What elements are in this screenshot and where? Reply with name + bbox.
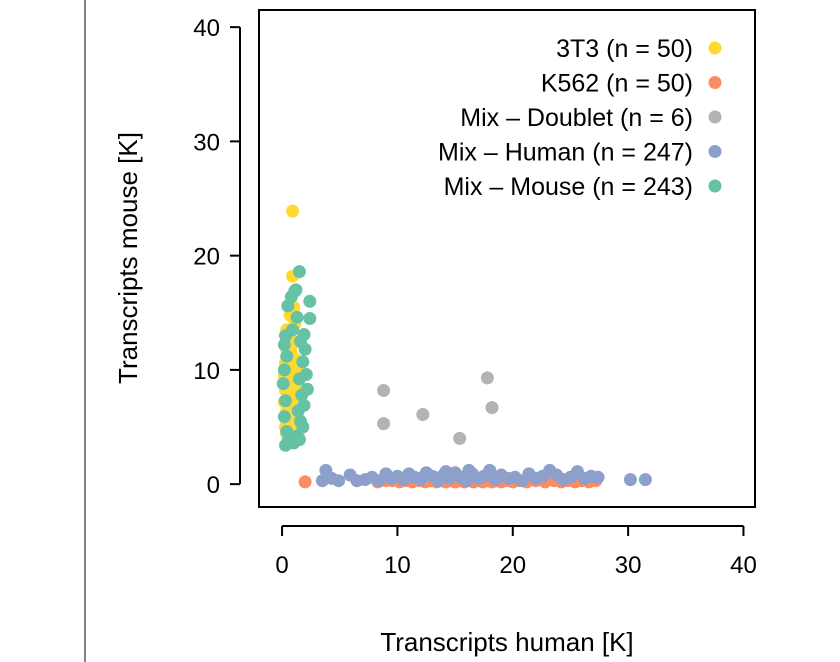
- data-point-s4: [290, 310, 304, 324]
- data-point-s4: [277, 338, 291, 352]
- legend-label: 3T3 (n = 50): [556, 35, 693, 63]
- x-tick-label: 30: [615, 552, 642, 579]
- x-tick-label: 0: [275, 552, 288, 579]
- legend-label: Mix – Doublet (n = 6): [460, 104, 693, 132]
- data-point-s4: [295, 388, 309, 402]
- data-point-s2: [416, 408, 430, 421]
- data-point-s4: [279, 394, 292, 408]
- data-point-s4: [281, 299, 295, 313]
- data-point-s4: [277, 363, 291, 377]
- data-point-s3: [332, 474, 346, 488]
- legend-label: K562 (n = 50): [541, 70, 693, 98]
- legend: 3T3 (n = 50) K562 (n = 50) Mix – Doublet (…: [438, 35, 722, 201]
- y-tick-label: 10: [193, 358, 220, 385]
- y-tick-label: 30: [193, 129, 220, 156]
- plot-frame: [258, 9, 756, 508]
- data-point-s4: [303, 294, 317, 308]
- data-point-s4: [292, 433, 306, 447]
- data-point-s2: [480, 371, 494, 385]
- data-point-s4: [276, 377, 290, 391]
- data-point-s4: [296, 355, 310, 369]
- data-point-s3: [591, 470, 605, 484]
- y-tick-label: 20: [193, 244, 220, 271]
- data-point-s4: [292, 372, 306, 386]
- data-point-s4: [303, 312, 317, 325]
- data-point-s3: [315, 474, 329, 488]
- x-axis: 0 10 20 30 40: [275, 525, 757, 579]
- x-tick-label: 20: [499, 552, 526, 579]
- data-point-s4: [292, 265, 306, 279]
- data-point-s0: [286, 204, 299, 218]
- legend-marker: [708, 76, 722, 89]
- y-axis: 0 10 20 30 40: [193, 15, 241, 499]
- legend-marker: [708, 179, 722, 193]
- data-point-s2: [377, 384, 391, 397]
- data-point-s4: [291, 404, 305, 418]
- data-point-s4: [280, 425, 294, 439]
- y-tick-label: 0: [207, 472, 220, 499]
- y-axis-title: Transcripts mouse [K]: [113, 132, 143, 384]
- points-layer: [276, 204, 652, 489]
- data-point-s4: [288, 284, 302, 298]
- data-point-s4: [277, 410, 291, 424]
- legend-marker: [708, 145, 722, 158]
- data-point-s3: [462, 463, 476, 477]
- legend-label: Mix – Mouse (n = 243): [444, 173, 693, 201]
- legend-label: Mix – Human (n = 247): [438, 139, 693, 167]
- data-point-s4: [297, 328, 311, 341]
- data-point-s4: [280, 349, 294, 363]
- data-point-s2: [485, 401, 499, 415]
- x-axis-title: Transcripts human [K]: [380, 627, 633, 657]
- y-tick-label: 40: [193, 15, 220, 42]
- data-point-s3: [439, 465, 453, 479]
- legend-marker: [708, 110, 722, 124]
- data-point-s4: [298, 342, 312, 356]
- x-tick-label: 40: [730, 552, 757, 579]
- data-point-s2: [453, 431, 467, 445]
- legend-marker: [708, 41, 722, 55]
- data-point-s1: [298, 475, 312, 489]
- x-tick-label: 10: [384, 552, 411, 579]
- data-point-s3: [638, 473, 652, 487]
- data-point-s3: [623, 473, 637, 487]
- data-point-s2: [377, 417, 391, 431]
